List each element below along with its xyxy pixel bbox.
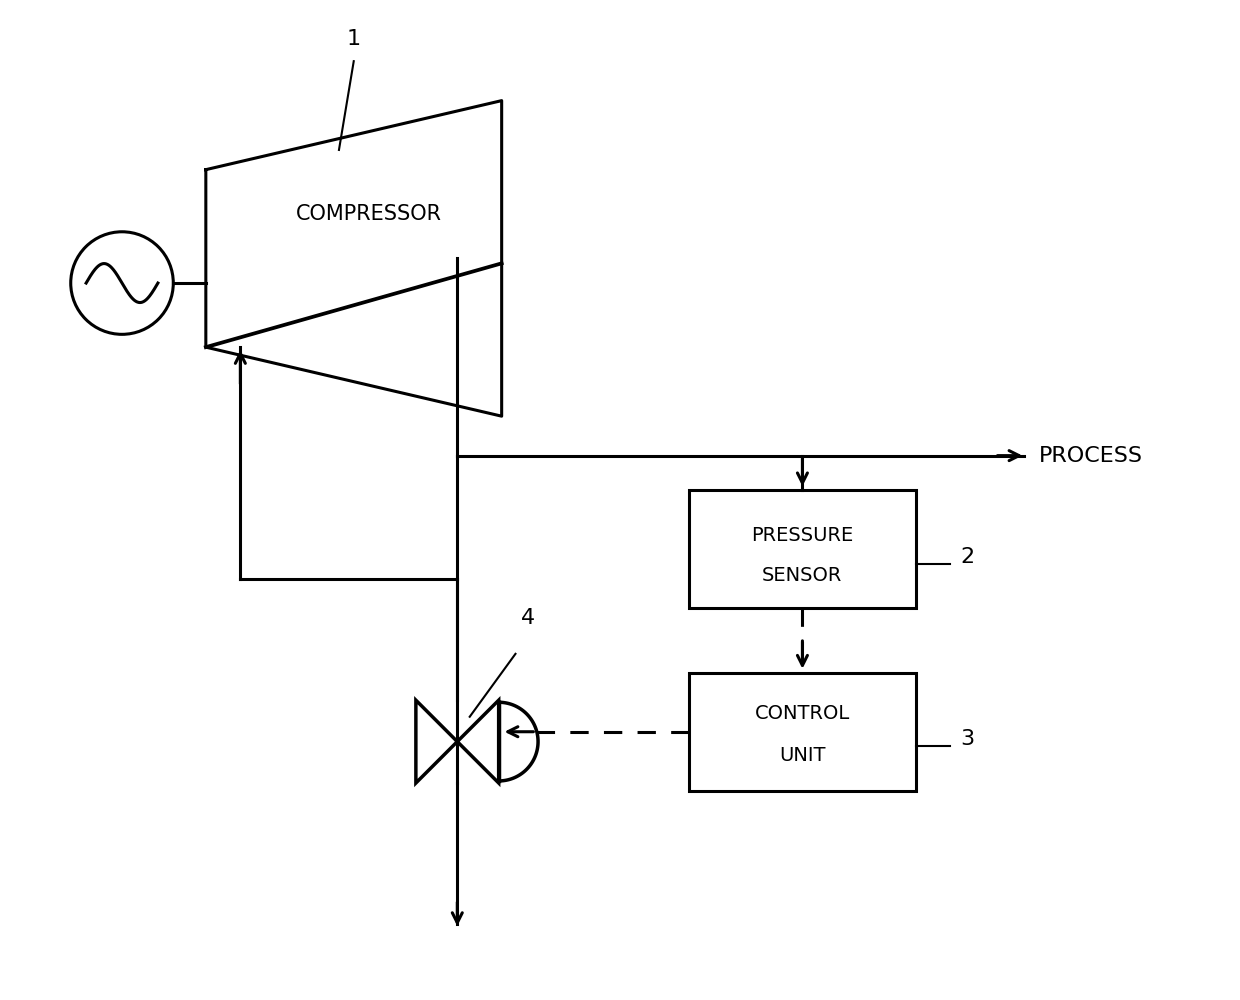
Text: SENSOR: SENSOR xyxy=(763,566,843,585)
Text: 2: 2 xyxy=(960,547,975,567)
Text: UNIT: UNIT xyxy=(779,746,826,765)
Bar xyxy=(689,490,916,608)
Text: 3: 3 xyxy=(960,729,975,749)
Text: PROCESS: PROCESS xyxy=(1039,446,1143,466)
Text: 4: 4 xyxy=(521,608,536,628)
Bar xyxy=(689,673,916,791)
Text: CONTROL: CONTROL xyxy=(755,704,851,723)
Text: COMPRESSOR: COMPRESSOR xyxy=(295,204,441,224)
Text: 1: 1 xyxy=(347,29,361,49)
Text: PRESSURE: PRESSURE xyxy=(751,526,853,545)
